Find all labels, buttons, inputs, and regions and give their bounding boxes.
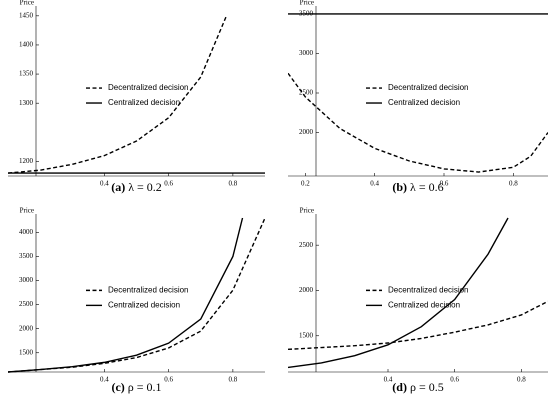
y-tick-label: 3000 [19, 276, 34, 284]
caption-label: (c) [111, 380, 124, 394]
caption-text: λ = 0.2 [128, 180, 162, 194]
y-tick-label: 1200 [19, 157, 34, 165]
series-line [8, 217, 265, 373]
x-tick-label: 0.8 [517, 376, 526, 384]
legend-label: Centralized decision [388, 98, 460, 107]
y-tick-label: 3500 [19, 252, 34, 260]
x-tick-label: 0.8 [509, 180, 518, 188]
y-tick-label: 1500 [299, 331, 314, 339]
x-tick-label: 0.6 [440, 180, 449, 188]
legend-label: Centralized decision [108, 300, 180, 309]
caption-text: ρ = 0.1 [128, 380, 162, 394]
y-axis-label: Price [20, 0, 34, 7]
panel: Price 0.4 0.6 0.8 1500 2000 2500 3000 3500 4000 De… [8, 207, 265, 394]
series-line [8, 217, 244, 373]
legend-label: Decentralized decision [108, 285, 189, 294]
y-tick-label: 4000 [19, 228, 34, 236]
caption-text: λ = 0.6 [410, 180, 444, 194]
y-tick-label: 1350 [19, 70, 34, 78]
y-tick-label: 2000 [299, 286, 314, 294]
legend-label: Centralized decision [388, 300, 460, 309]
y-tick-label: 3000 [299, 49, 314, 57]
y-tick-label: 2500 [299, 241, 314, 249]
caption-text: ρ = 0.5 [410, 380, 444, 394]
x-tick-label: 0.4 [384, 376, 393, 384]
caption-label: (b) [392, 180, 407, 194]
caption-label: (a) [111, 180, 125, 194]
y-tick-label: 2000 [299, 128, 314, 136]
x-tick-label: 0.8 [229, 180, 238, 188]
x-tick-label: 0.4 [370, 180, 379, 188]
x-tick-label: 0.8 [229, 376, 238, 384]
panel: Price 0.4 0.6 0.8 1500 2000 2500 Decentralized … [288, 207, 548, 394]
series-line [288, 217, 509, 369]
y-tick-label: 2500 [299, 89, 314, 97]
x-tick-label: 0.4 [100, 376, 109, 384]
legend-label: Centralized decision [108, 98, 180, 107]
series-line [8, 15, 228, 174]
y-tick-label: 1450 [19, 11, 34, 19]
legend-label: Decentralized decision [388, 83, 469, 92]
caption-label: (d) [392, 380, 407, 394]
x-tick-label: 0.4 [100, 180, 109, 188]
y-tick-label: 1300 [19, 99, 34, 107]
series-line [288, 300, 548, 351]
y-tick-label: 2500 [19, 300, 34, 308]
panel: Price 0.4 0.6 0.8 1200 1300 1350 1400 1450 Decent… [8, 0, 265, 194]
caption: (d) ρ = 0.5 [392, 380, 443, 394]
caption: (a) λ = 0.2 [111, 180, 162, 194]
x-tick-label: 0.2 [301, 180, 310, 188]
y-tick-label: 2000 [19, 324, 34, 332]
caption: (c) ρ = 0.1 [111, 380, 161, 394]
x-tick-label: 0.6 [450, 376, 459, 384]
x-tick-label: 0.6 [164, 376, 173, 384]
x-tick-label: 0.6 [164, 180, 173, 188]
y-tick-label: 1500 [19, 348, 34, 356]
y-axis-label: Price [300, 0, 314, 7]
series-line [288, 72, 548, 173]
legend-label: Decentralized decision [108, 83, 189, 92]
y-axis-label: Price [20, 207, 34, 215]
y-axis-label: Price [300, 207, 314, 215]
legend-label: Decentralized decision [388, 285, 469, 294]
y-tick-label: 1400 [19, 41, 34, 49]
caption: (b) λ = 0.6 [392, 180, 443, 194]
